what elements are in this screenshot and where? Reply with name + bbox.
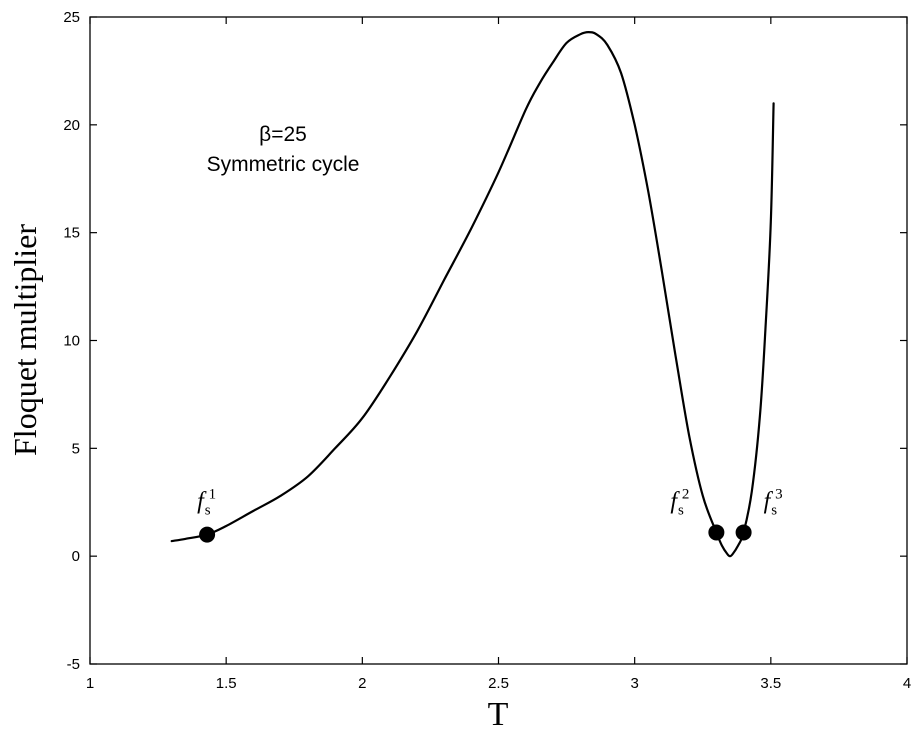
annotation-beta: β=25 <box>259 123 307 146</box>
x-axis-ticks: 1 1.5 2 2.5 3 3.5 4 <box>86 17 911 692</box>
marked-point <box>199 526 216 543</box>
x-tick-label: 2 <box>358 675 366 692</box>
x-tick-label: 1.5 <box>216 675 237 692</box>
x-tick-label: 3.5 <box>760 675 781 692</box>
y-axis-title: Floquet multiplier <box>7 224 43 456</box>
annotation-cycle-type: Symmetric cycle <box>207 153 360 176</box>
x-tick-label: 2.5 <box>488 675 509 692</box>
y-tick-label: -5 <box>67 656 80 673</box>
x-tick-label: 1 <box>86 675 94 692</box>
y-tick-label: 15 <box>63 225 80 242</box>
x-axis-title: T <box>488 696 509 733</box>
x-tick-label: 4 <box>903 675 911 692</box>
y-tick-label: 25 <box>63 9 80 26</box>
plot-frame <box>89 16 908 665</box>
series-line <box>170 31 775 558</box>
point-label: fs2 <box>670 486 689 518</box>
y-tick-label: 20 <box>63 117 80 134</box>
y-tick-label: 5 <box>72 440 80 457</box>
point-label: fs1 <box>197 487 216 519</box>
y-tick-label: 0 <box>72 548 80 565</box>
point-label: fs3 <box>764 486 783 518</box>
marked-point <box>735 524 752 541</box>
y-tick-label: 10 <box>63 333 80 350</box>
y-axis-ticks: -5 0 5 10 15 20 25 <box>63 9 907 673</box>
x-tick-label: 3 <box>630 675 638 692</box>
marked-points: fs1 fs2 fs3 <box>197 486 783 543</box>
marked-point <box>708 524 725 541</box>
